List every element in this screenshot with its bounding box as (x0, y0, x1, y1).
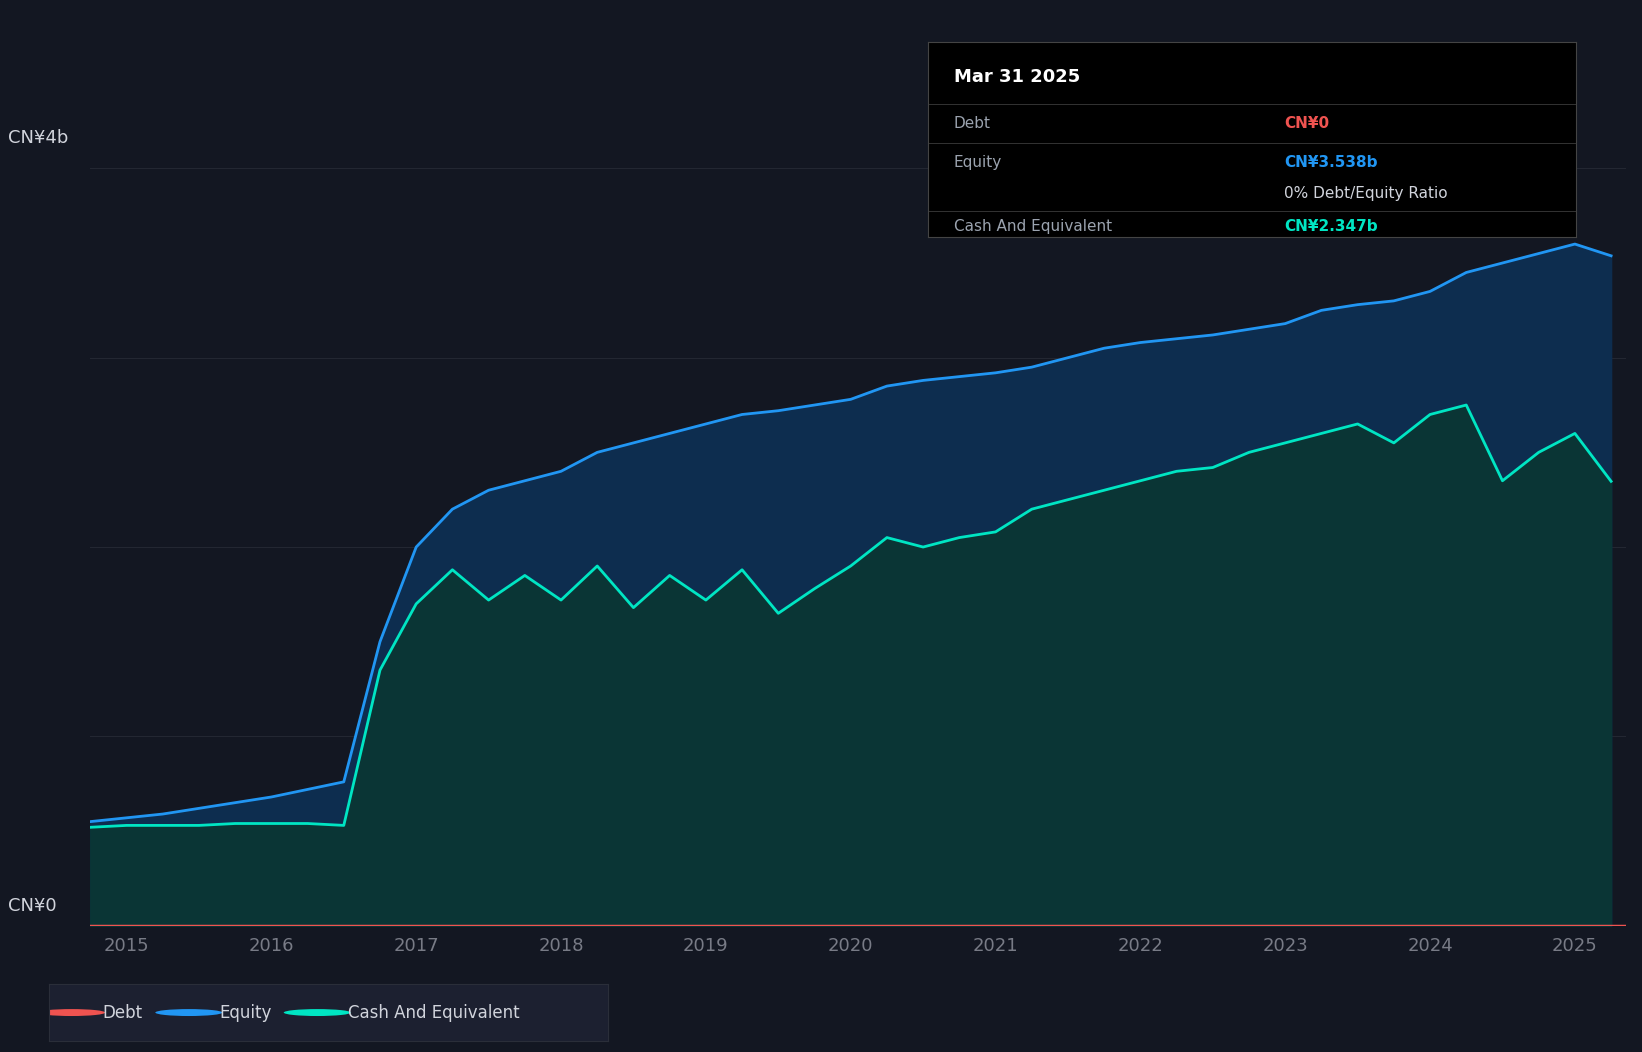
Text: Debt: Debt (102, 1004, 143, 1021)
Text: CN¥4b: CN¥4b (8, 129, 69, 147)
Text: CN¥2.347b: CN¥2.347b (1284, 220, 1378, 235)
Text: Debt: Debt (954, 117, 990, 132)
Circle shape (284, 1009, 351, 1016)
Text: 0% Debt/Equity Ratio: 0% Debt/Equity Ratio (1284, 186, 1448, 201)
Text: CN¥0: CN¥0 (1284, 117, 1330, 132)
Circle shape (156, 1009, 222, 1016)
Text: Cash And Equivalent: Cash And Equivalent (954, 220, 1112, 235)
Text: CN¥3.538b: CN¥3.538b (1284, 156, 1378, 170)
Text: Cash And Equivalent: Cash And Equivalent (348, 1004, 519, 1021)
Text: Mar 31 2025: Mar 31 2025 (954, 68, 1080, 86)
Text: CN¥0: CN¥0 (8, 897, 57, 915)
Circle shape (38, 1009, 105, 1016)
Text: Equity: Equity (220, 1004, 273, 1021)
Text: Equity: Equity (954, 156, 1002, 170)
